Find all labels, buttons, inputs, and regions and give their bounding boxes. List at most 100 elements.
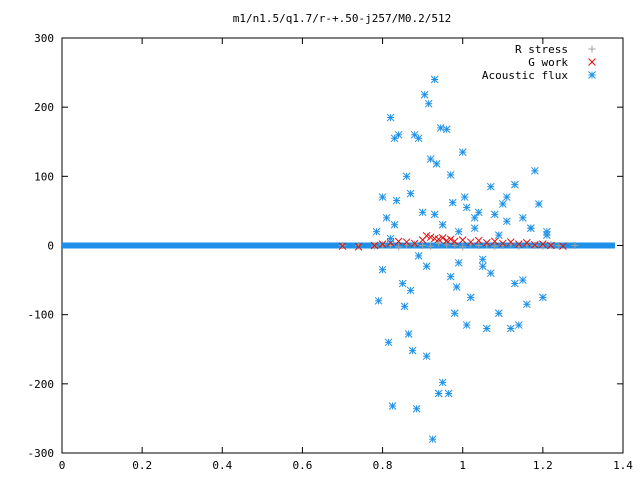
legend-marker [588,58,596,66]
g-work-point [410,239,419,248]
g-work-point [490,237,499,246]
y-tick-label: 300 [34,32,54,45]
acoustic-flux-point [490,210,499,219]
y-tick-label: 100 [34,170,54,183]
acoustic-flux-point [470,224,479,233]
y-tick-label: -100 [28,309,55,322]
g-work-point [539,240,547,248]
g-work-point [442,236,451,245]
acoustic-flux-point [382,213,391,222]
axis-ticks: 0 0.2 0.4 0.6 0.8 1 1.2 1.4 -300 -200 -100 0 100 200 3… [28,32,634,472]
acoustic-flux-point [430,210,439,219]
acoustic-flux-point [392,196,401,205]
g-work-point [446,235,455,244]
acoustic-flux-point [386,113,395,122]
acoustic-flux-point [534,200,543,208]
acoustic-flux-point [372,227,381,236]
x-tick-label: 0 [59,459,66,472]
g-work-point [530,240,539,249]
acoustic-flux-point [374,296,383,305]
x-tick-label: 1.4 [613,459,633,472]
r-stress-point [419,242,427,249]
acoustic-flux-point [436,124,445,132]
acoustic-flux-point [452,283,461,291]
g-work-point [426,233,435,242]
y-tick-label: 200 [34,101,54,114]
g-work-point [402,238,411,246]
r-stress-point [571,242,579,249]
g-work-point [547,241,555,250]
g-work-point [338,242,347,251]
x-tick-label: 1.2 [533,459,553,472]
acoustic-flux-point [514,321,523,329]
legend-label: G work [528,56,568,69]
acoustic-flux-point [474,208,483,217]
acoustic-flux-point [386,234,395,243]
acoustic-flux-point [462,321,471,329]
acoustic-flux-point [478,262,487,271]
r-stress-point [475,242,483,249]
acoustic-flux-point [388,402,397,410]
acoustic-flux-point [434,389,443,398]
g-work-point [458,236,467,244]
acoustic-flux-point [458,148,467,156]
acoustic-flux-point [506,324,515,333]
g-work-point [559,242,567,251]
acoustic-flux-point [522,300,531,309]
g-work-point [450,237,459,246]
acoustic-flux-point [408,346,417,355]
acoustic-flux-point [502,217,511,226]
acoustic-flux-point [412,404,421,413]
r-stress-point [555,242,563,249]
g-work-point [522,238,531,247]
acoustic-flux-point [444,389,453,398]
acoustic-flux-point [478,255,487,264]
acoustic-flux-point [450,309,459,318]
acoustic-flux-point [394,130,403,139]
acoustic-flux-point [486,269,495,278]
acoustic-flux-point [510,180,519,189]
y-tick-label: -200 [28,378,55,391]
r-stress-point [355,242,363,249]
r-stress-point [443,241,451,249]
g-work-point [498,239,507,248]
acoustic-flux-point [390,220,399,229]
g-work-point [394,237,403,246]
g-work-point [466,238,475,246]
acoustic-flux-point [404,330,413,338]
x-tick-label: 1 [459,459,466,472]
acoustic-flux-point [426,155,435,163]
r-stress-point [435,239,443,247]
acoustic-flux-point [414,252,423,260]
acoustic-flux-point [518,213,527,222]
x-tick-label: 0.4 [212,459,232,472]
g-work-point [438,234,447,242]
acoustic-flux-point [384,338,393,347]
g-work-point [354,243,363,251]
r-stress-point [451,242,459,249]
x-tick-label: 0.6 [292,459,312,472]
x-tick-label: 0.8 [373,459,393,472]
data-marks [62,75,615,444]
g-work-point [474,236,483,245]
r-stress-point [491,242,499,250]
g-work-point [514,240,523,248]
acoustic-flux-point [494,309,503,318]
acoustic-flux-point [448,198,457,207]
acoustic-flux-point [526,224,535,233]
r-stress-point [395,243,403,251]
acoustic-flux-point [438,220,447,229]
legend-label: Acoustic flux [482,69,568,82]
acoustic-flux-point [486,182,495,191]
acoustic-flux-point [446,171,455,179]
legend-marker [588,45,596,53]
acoustic-flux-point [518,276,527,284]
acoustic-flux-point [510,279,519,288]
acoustic-flux-point [460,193,469,201]
legend-marker [588,71,596,79]
g-work-point [506,238,515,246]
chart-title: m1/n1.5/q1.7/r-+.50-j257/M0.2/512 [233,12,452,25]
acoustic-flux-point [470,213,479,222]
